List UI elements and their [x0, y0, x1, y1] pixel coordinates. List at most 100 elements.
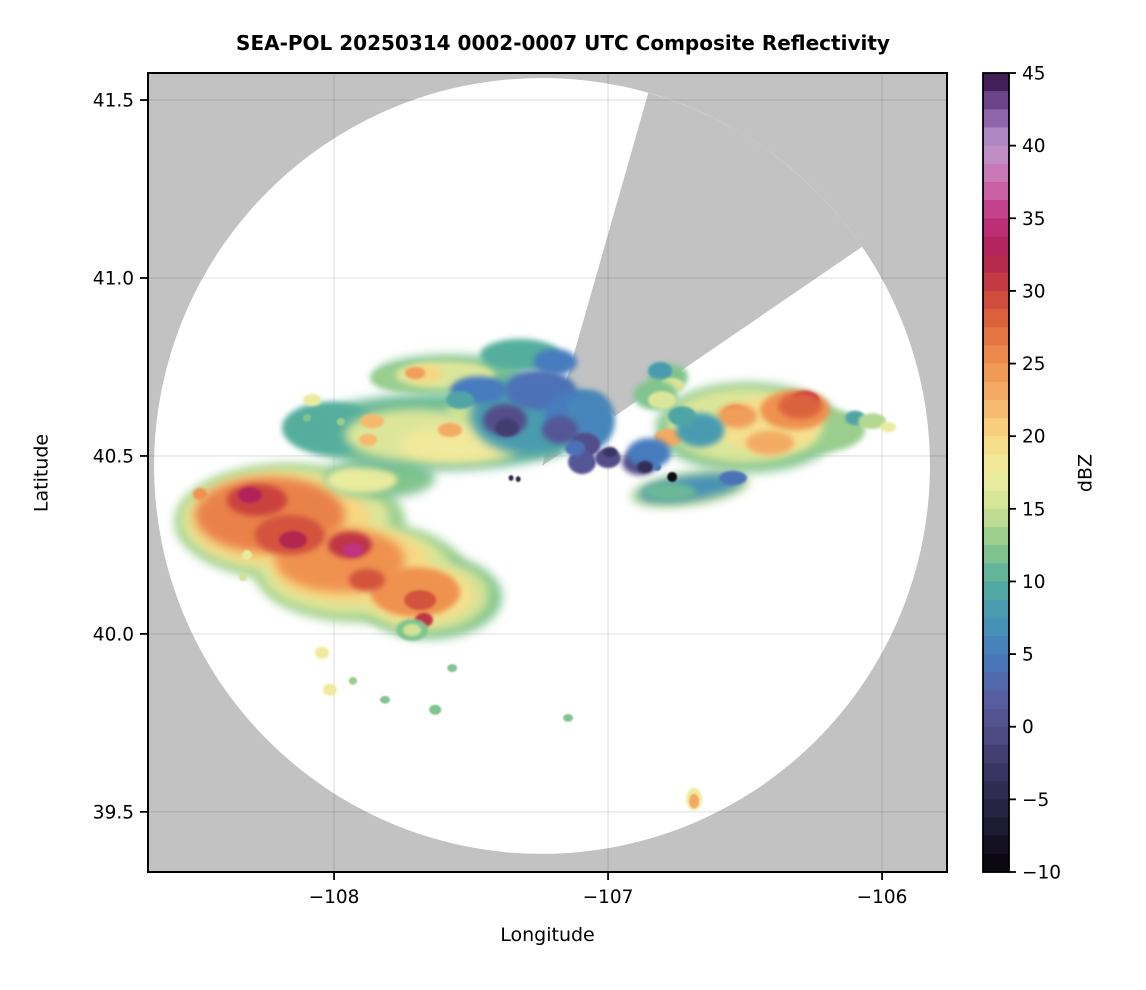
echo-blob [542, 416, 579, 444]
echo-blob [348, 568, 386, 591]
echo-blob [627, 438, 672, 469]
echo-blob [326, 466, 398, 493]
echo-blob [314, 646, 330, 659]
colorbar-segment [983, 91, 1009, 110]
colorbar-tick-label: 45 [1022, 64, 1046, 85]
colorbar-tick-label: −10 [1022, 863, 1061, 884]
echo-blob [602, 447, 618, 458]
echo-blob [302, 413, 312, 422]
echo-blob [360, 413, 385, 429]
colorbar-tick-label: 15 [1022, 499, 1046, 520]
colorbar-segment [983, 290, 1009, 310]
y-tick-label: 41.5 [93, 91, 134, 112]
plot-frame [147, 72, 948, 873]
colorbar-segment [983, 73, 1009, 92]
echo-blob [358, 433, 378, 446]
colorbar-segment [983, 581, 1009, 601]
echo-blob [648, 361, 673, 380]
echo-blob [667, 471, 678, 482]
echo-blob [494, 418, 520, 437]
colorbar-segment [983, 599, 1009, 619]
colorbar-segment [983, 145, 1009, 165]
colorbar-segment [983, 345, 1009, 365]
colorbar-segment [983, 726, 1009, 746]
colorbar-segment [983, 781, 1009, 800]
echo-blob [237, 487, 262, 503]
echo-blob [668, 406, 697, 427]
echo-blob [652, 463, 662, 471]
colorbar-segment [983, 418, 1009, 437]
colorbar-segment [983, 272, 1009, 292]
blocked-sector-wedge [542, 92, 863, 466]
colorbar-segment [983, 327, 1009, 346]
colorbar-tick-label: 40 [1022, 136, 1046, 157]
y-tick-label: 41.0 [93, 268, 134, 289]
echo-blob [533, 348, 578, 376]
colorbar-segment [983, 563, 1009, 583]
colorbar-segment [983, 545, 1009, 564]
echo-blob [446, 391, 475, 409]
colorbar-tick-label: 0 [1022, 717, 1034, 738]
echo-blob [405, 366, 426, 380]
colorbar-frame [982, 72, 1010, 873]
colorbar-segment [983, 508, 1009, 528]
echo-blob [238, 573, 248, 581]
echo-blob [380, 695, 390, 704]
colorbar-segment [983, 381, 1009, 401]
echo-blob [403, 623, 422, 637]
echo-blob [437, 422, 463, 438]
echo-blob [745, 430, 795, 455]
echo-blob [778, 392, 823, 419]
y-tick-label: 40.5 [93, 446, 134, 467]
echo-blob [336, 417, 346, 426]
colorbar-segment [983, 109, 1009, 129]
x-axis-label: Longitude [500, 924, 595, 946]
colorbar-segment [983, 218, 1009, 238]
colorbar-segment [983, 654, 1009, 673]
x-tick-label: −106 [857, 887, 908, 908]
echo-blob [565, 440, 586, 456]
echo-blob [429, 704, 442, 715]
colorbar-tick-label: −5 [1022, 790, 1049, 811]
echo-blob [880, 422, 897, 433]
colorbar-segment [983, 454, 1009, 474]
echo-blob [648, 391, 677, 409]
colorbar-segment [983, 853, 1009, 873]
colorbar-segment [983, 490, 1009, 510]
echo-blob [689, 794, 700, 809]
echo-blob [563, 713, 573, 722]
echo-blob [643, 482, 697, 501]
colorbar-segment [983, 436, 1009, 455]
colorbar-segment [983, 799, 1009, 819]
colorbar-tick-label: 25 [1022, 354, 1046, 375]
colorbar-segment [983, 708, 1009, 728]
colorbar-tick-label: 20 [1022, 427, 1046, 448]
echo-blob [858, 413, 887, 429]
echo-blob [447, 664, 458, 672]
colorbar-segment [983, 817, 1009, 837]
colorbar-segment [983, 835, 1009, 855]
colorbar-segment [983, 635, 1009, 655]
echo-blob [568, 449, 596, 475]
echo-blob [342, 542, 364, 558]
y-tick-label: 40.0 [93, 624, 134, 645]
colorbar-segment [983, 690, 1009, 710]
y-tick-label: 39.5 [93, 802, 134, 823]
x-tick-label: −107 [583, 887, 634, 908]
colorbar-segment [983, 363, 1009, 383]
echo-blob [303, 394, 322, 407]
colorbar-segment [983, 472, 1009, 492]
x-tick-label: −108 [309, 887, 360, 908]
colorbar-segment [983, 127, 1009, 147]
echo-blob [637, 460, 653, 474]
echo-blob [515, 476, 521, 482]
echo-blob [348, 676, 358, 685]
colorbar-segment [983, 617, 1009, 637]
colorbar-segment [983, 744, 1009, 764]
colorbar-segment [983, 763, 1009, 782]
colorbar-segment [983, 200, 1009, 219]
colorbar-tick-label: 5 [1022, 645, 1034, 666]
echo-blob [192, 487, 208, 501]
